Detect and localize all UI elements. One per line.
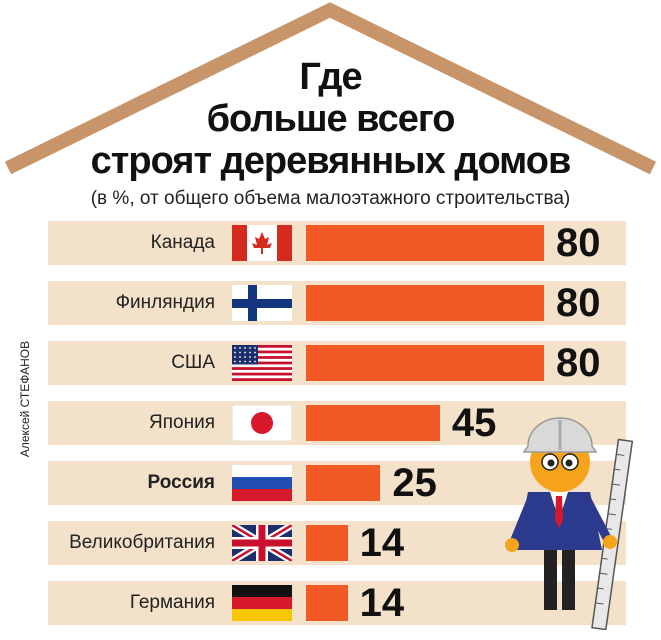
value-label: 45 xyxy=(451,401,497,445)
builder-mascot-icon xyxy=(505,417,634,630)
author-credit: Алексей СТЕФАНОВ xyxy=(18,340,32,458)
country-label: Великобритания xyxy=(69,532,215,553)
bar xyxy=(306,585,348,621)
bar xyxy=(306,465,381,501)
country-label: Канада xyxy=(150,232,215,253)
value-label: 80 xyxy=(556,341,601,385)
bar xyxy=(306,525,348,561)
value-label: 25 xyxy=(392,461,437,505)
title-line-1: Где xyxy=(299,56,362,98)
value-label: 80 xyxy=(556,281,601,325)
chart-subtitle: (в %, от общего объема малоэтажного стро… xyxy=(90,188,571,209)
chart-row: Япония 45 xyxy=(48,401,626,445)
chart-row: США 80 xyxy=(48,341,626,385)
chart-row: Финляндия 80 xyxy=(48,281,626,325)
usa-flag-icon xyxy=(232,345,292,381)
value-label: 14 xyxy=(359,521,405,565)
canada-flag-icon xyxy=(232,225,292,261)
bar xyxy=(306,225,544,261)
value-label: 80 xyxy=(556,221,601,265)
finland-flag-icon xyxy=(232,285,292,321)
title-line-2: больше всего xyxy=(206,98,456,140)
russia-flag-icon xyxy=(232,465,292,501)
chart-row: Германия 14 xyxy=(48,581,626,625)
country-label: Германия xyxy=(129,592,215,613)
country-label: Россия xyxy=(147,472,215,493)
bar xyxy=(306,345,544,381)
chart-row: Канада 80 xyxy=(48,221,626,265)
bar xyxy=(306,285,544,321)
country-label: Япония xyxy=(149,412,215,433)
country-label: Финляндия xyxy=(115,292,215,313)
title-line-3: строят деревянных домов xyxy=(90,140,572,182)
roof-outline xyxy=(4,2,657,175)
country-label: США xyxy=(171,352,215,373)
bar xyxy=(306,405,440,441)
uk-flag-icon xyxy=(232,525,292,561)
japan-flag-icon xyxy=(232,405,292,441)
value-label: 14 xyxy=(359,581,405,625)
germany-flag-icon xyxy=(232,585,292,621)
